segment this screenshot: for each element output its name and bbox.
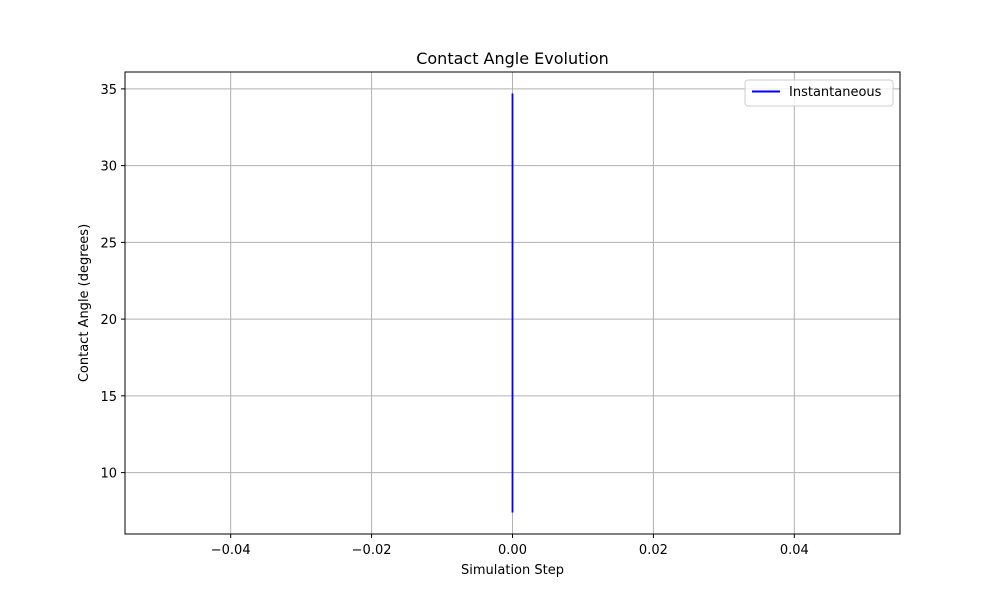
y-tick-label: 20 (100, 313, 117, 328)
legend-box (744, 79, 894, 107)
x-tick-label: −0.02 (352, 543, 392, 558)
x-tick-label: 0.02 (639, 543, 668, 558)
y-tick-label: 10 (100, 467, 117, 482)
y-axis-label: Contact Angle (degrees) (77, 224, 92, 382)
y-tick-label: 15 (100, 390, 117, 405)
y-tick-label: 35 (100, 83, 117, 98)
y-tick-label: 25 (100, 236, 117, 251)
x-tick-label: 0.04 (780, 543, 809, 558)
x-tick-label: 0.00 (498, 543, 527, 558)
legend-label-instantaneous: Instantaneous (789, 85, 882, 100)
x-tick-label: −0.04 (211, 543, 251, 558)
x-axis-label: Simulation Step (461, 563, 564, 578)
chart-title: Contact Angle Evolution (416, 49, 609, 68)
y-axis-ticks: 10 15 20 25 30 35 (100, 83, 125, 482)
x-axis-ticks: −0.04 −0.02 0.00 0.02 0.04 (211, 534, 809, 558)
legend: Instantaneous (744, 79, 894, 107)
y-tick-label: 30 (100, 160, 117, 175)
